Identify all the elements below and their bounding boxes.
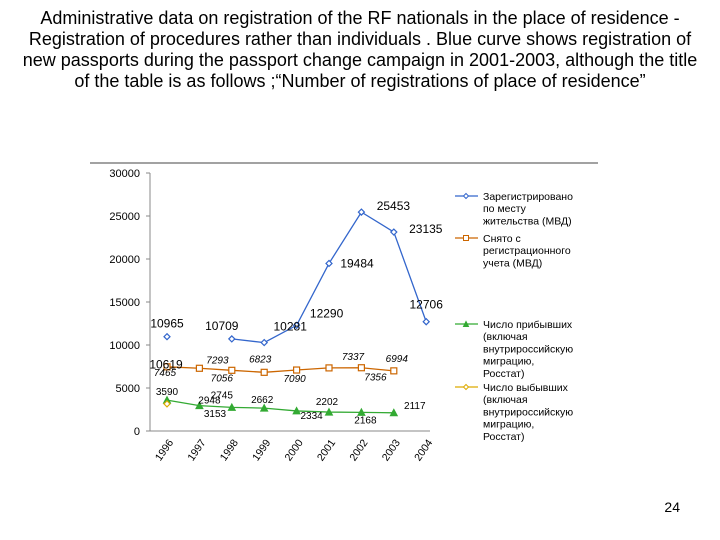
data-label: 25453 [377, 199, 411, 213]
y-tick-label: 20000 [109, 254, 140, 266]
data-label: 23135 [409, 222, 443, 236]
data-label: 7056 [211, 373, 234, 384]
legend-label: регистрационного [483, 245, 571, 257]
y-tick-label: 15000 [109, 297, 140, 309]
legend-label: внутрироссийскую [483, 406, 573, 418]
data-label: 2948 [198, 396, 221, 407]
x-tick-label: 1997 [185, 437, 208, 463]
data-label: 19484 [340, 256, 374, 270]
y-tick-label: 5000 [116, 383, 140, 395]
data-point [163, 363, 171, 371]
data-point [260, 368, 268, 376]
data-label: 7465 [154, 368, 177, 379]
slide-title: Administrative data on registration of t… [22, 8, 698, 91]
data-point [195, 364, 203, 372]
x-tick-label: 1996 [153, 437, 176, 463]
data-label: 2117 [404, 401, 426, 412]
legend-label: (включая [483, 394, 528, 406]
data-point [389, 408, 399, 417]
series-markers [162, 208, 431, 417]
data-label: 2168 [354, 415, 377, 426]
x-tick-label: 2001 [315, 437, 338, 463]
data-point [292, 406, 301, 415]
y-tick-labels: 0 5000 10000 15000 20000 25000 30000 [109, 168, 150, 438]
data-point [325, 259, 333, 268]
x-tick-label: 2000 [283, 437, 306, 463]
x-tick-label: 1998 [218, 437, 241, 463]
legend-label: внутрироссийскую [483, 343, 573, 355]
data-label: 3153 [204, 409, 227, 420]
x-tick-label: 2004 [412, 437, 435, 463]
data-point [390, 367, 398, 375]
data-point [228, 366, 236, 374]
legend-label: (включая [483, 331, 528, 343]
legend-marker [463, 235, 469, 241]
data-label: 6823 [249, 354, 272, 365]
data-label: 7293 [206, 355, 229, 366]
data-point [195, 401, 204, 410]
data-label: 2202 [316, 397, 339, 408]
data-point [293, 366, 301, 374]
y-tick-label: 25000 [109, 211, 140, 223]
data-point [163, 400, 171, 408]
legend-label: Зарегистрировано [483, 191, 573, 203]
legend-label: миграцию, [483, 419, 534, 431]
y-tick-label: 10000 [109, 340, 140, 352]
x-tick-label: 2002 [347, 437, 370, 463]
data-point [227, 335, 236, 343]
legend-label: Число выбывших [483, 382, 569, 394]
data-point [357, 208, 366, 216]
data-label: 7337 [342, 352, 365, 363]
legend-label: Росстат) [483, 431, 525, 443]
data-label: 10709 [205, 319, 239, 333]
data-label: 2745 [211, 390, 234, 401]
data-point [292, 321, 301, 330]
legend-label: Снято с [483, 233, 521, 245]
data-label: 6994 [386, 354, 409, 365]
data-label: 7090 [283, 374, 306, 385]
data-label: 10965 [150, 317, 184, 331]
data-label: 10619 [149, 358, 183, 372]
legend-label: Число прибывших [483, 319, 573, 331]
data-label: 3590 [156, 387, 179, 398]
series-line [166, 399, 394, 414]
data-point [324, 407, 334, 416]
data-point [163, 332, 171, 341]
data-point [422, 317, 431, 326]
data-point [259, 403, 269, 412]
series-line [166, 366, 394, 373]
data-point [389, 228, 398, 236]
data-point [260, 338, 269, 347]
data-label: 2334 [300, 411, 323, 422]
legend-label: по месту [483, 203, 527, 215]
legend-label: миграцию, [483, 356, 534, 368]
y-tick-label: 0 [134, 426, 140, 438]
data-point [357, 364, 365, 372]
data-point [357, 407, 366, 416]
data-point [325, 364, 333, 372]
data-label: 2662 [251, 395, 274, 406]
x-tick-label: 1999 [250, 437, 273, 463]
data-label: 7356 [364, 373, 387, 384]
data-label: 10281 [274, 320, 308, 334]
legend-label: учета (МВД) [483, 257, 542, 269]
legend-marker [462, 320, 470, 327]
legend-label: жительства (МВД) [483, 215, 572, 227]
data-label: 12706 [410, 298, 444, 312]
x-tick-label: 2003 [380, 437, 403, 463]
data-label: 12290 [310, 306, 344, 320]
y-tick-label: 30000 [109, 168, 140, 180]
legend-label: Росстат) [483, 368, 525, 380]
x-tick-labels: 1996 1997 1998 1999 2000 2001 2002 2003 2004 [153, 437, 436, 463]
page-number: 24 [664, 499, 680, 515]
data-point [227, 402, 237, 411]
legend-marker [462, 383, 470, 391]
legend-marker [462, 192, 470, 200]
